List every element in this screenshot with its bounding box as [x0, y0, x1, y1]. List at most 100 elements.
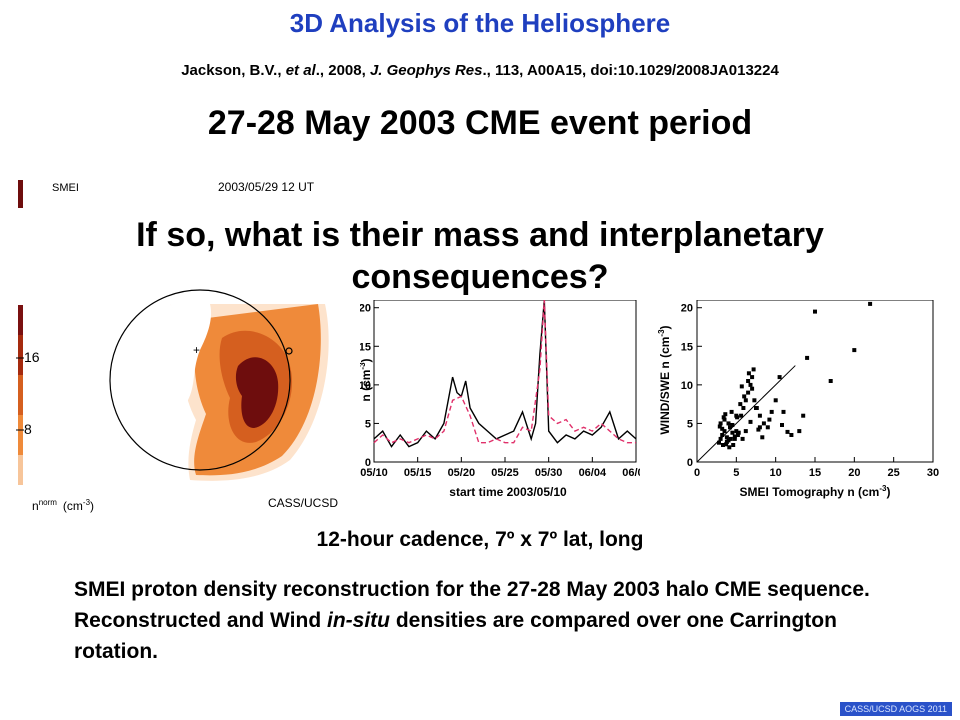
sc-point — [724, 435, 729, 440]
ts-y-tick-label: 20 — [360, 303, 371, 315]
colorbar-tick-8: 8 — [24, 421, 32, 437]
map-panel: 16 8 SMEI 2003/05/29 12 UT + nnorm (cm-3)… — [0, 170, 370, 520]
sc-point — [773, 398, 778, 403]
sc-point — [780, 423, 784, 427]
sc-fit-line — [696, 365, 796, 463]
sc-point — [729, 409, 734, 414]
sc-point — [742, 394, 747, 399]
ts-series-group — [373, 300, 637, 448]
sc-point — [738, 402, 743, 407]
event-title: 27-28 May 2003 CME event period — [207, 104, 753, 142]
colorbar-units: nnorm (cm-3) — [32, 498, 94, 513]
sc-point — [723, 412, 728, 417]
sc-point — [730, 430, 735, 435]
sc-point — [852, 348, 857, 353]
sc-point — [765, 425, 770, 430]
citation-etal: et al — [285, 62, 316, 79]
sc-point — [752, 398, 757, 403]
colorbar — [18, 180, 23, 485]
ts-x-ticks: 05/10 05/15 05/20 05/25 05/30 06/04 06/09 — [360, 457, 640, 479]
field-of-view-circle — [109, 289, 291, 471]
sc-point — [722, 417, 727, 422]
density-map: 16 8 SMEI 2003/05/29 12 UT + nnorm (cm-3)… — [16, 180, 338, 513]
sc-point — [868, 301, 873, 306]
sc-point — [746, 390, 751, 395]
sc-point — [721, 443, 725, 447]
footer-badge: CASS/UCSD AOGS 2011 — [839, 702, 952, 716]
colorbar-segment-5 — [18, 455, 23, 485]
ts-y-tick-label: 15 — [360, 341, 371, 353]
sc-x-tick-label: 25 — [888, 467, 900, 479]
sc-point — [801, 413, 806, 418]
sc-point — [760, 435, 765, 440]
sc-point — [740, 436, 745, 441]
caption-part1: SMEI proton density reconstruction for t… — [74, 578, 870, 632]
units-n: n — [32, 499, 39, 513]
sc-y-tick-label: 20 — [681, 303, 693, 315]
sc-point — [720, 433, 725, 437]
ts-x-label: start time 2003/05/10 — [449, 485, 567, 499]
sc-point — [726, 421, 731, 426]
sc-point — [732, 434, 737, 439]
sc-point — [728, 436, 733, 441]
sc-x-tick-label: 20 — [848, 467, 860, 479]
caption-text: SMEI proton density reconstruction for t… — [74, 574, 894, 667]
ts-x-tick-label: 05/10 — [360, 467, 388, 479]
sc-y-tick-label: 15 — [681, 341, 693, 353]
sc-x-tick-label: 15 — [809, 467, 821, 479]
ts-y-tick-label: 10 — [360, 380, 371, 392]
sc-y-label: WIND/SWE n (cm-3) — [657, 325, 672, 434]
sc-x-tick-label: 0 — [694, 467, 700, 479]
sc-point — [730, 423, 735, 427]
sc-point — [746, 371, 751, 376]
sc-point — [805, 355, 810, 360]
ts-plot-frame — [373, 300, 637, 463]
sc-point — [741, 406, 746, 410]
sc-point — [769, 409, 774, 414]
sc-point — [743, 429, 748, 434]
question-text: If so, what is their mass and interplane… — [136, 216, 824, 296]
citation-details: ., 113, A00A15, doi:10.1029/2008JA013224 — [482, 62, 779, 79]
sc-point — [777, 375, 782, 380]
sc-point — [757, 425, 762, 430]
ts-x-tick-label: 05/25 — [491, 467, 519, 479]
sc-fit-line-group — [696, 365, 796, 463]
sc-x-label: SMEI Tomography n (cm-3) — [740, 484, 891, 499]
sc-point — [731, 443, 736, 447]
sc-point — [735, 433, 740, 437]
units-norm: norm — [39, 498, 58, 507]
sc-x-tick-label: 5 — [733, 467, 739, 479]
sc-point — [813, 309, 817, 314]
instrument-label: SMEI — [52, 182, 79, 194]
sc-y-tick-label: 10 — [681, 380, 693, 392]
ts-x-tick-label: 05/15 — [404, 467, 432, 479]
colorbar-top-segment — [18, 180, 23, 208]
ts-y-label: n (cm-3) — [360, 358, 373, 401]
sc-point — [785, 429, 790, 434]
sc-point — [739, 413, 744, 418]
sc-point — [724, 442, 729, 447]
sc-point — [754, 406, 758, 410]
density-core — [235, 357, 279, 428]
sc-point — [727, 445, 732, 450]
sc-point — [748, 419, 753, 424]
colorbar-segment-4 — [18, 415, 23, 455]
sc-point — [732, 436, 737, 441]
sun-marker: + — [193, 343, 200, 357]
citation-authors: Jackson, B.V., — [181, 62, 286, 79]
sc-point — [717, 440, 721, 445]
sc-point — [761, 421, 766, 426]
ts-y-ticks: 0 5 10 15 20 — [360, 303, 379, 469]
sc-y-tick-label: 0 — [687, 457, 693, 469]
cadence-text: 12-hour cadence, 7º x 7º lat, long — [316, 528, 644, 551]
sc-point — [751, 367, 756, 372]
sc-x-ticks: 0 5 10 15 20 25 30 — [694, 457, 939, 479]
colorbar-tick-16: 16 — [24, 349, 40, 365]
ts-series-solid — [373, 300, 637, 448]
sc-point — [797, 429, 802, 434]
sc-point — [721, 415, 726, 420]
map-date-label: 2003/05/29 12 UT — [218, 180, 315, 194]
sc-point — [756, 427, 761, 432]
